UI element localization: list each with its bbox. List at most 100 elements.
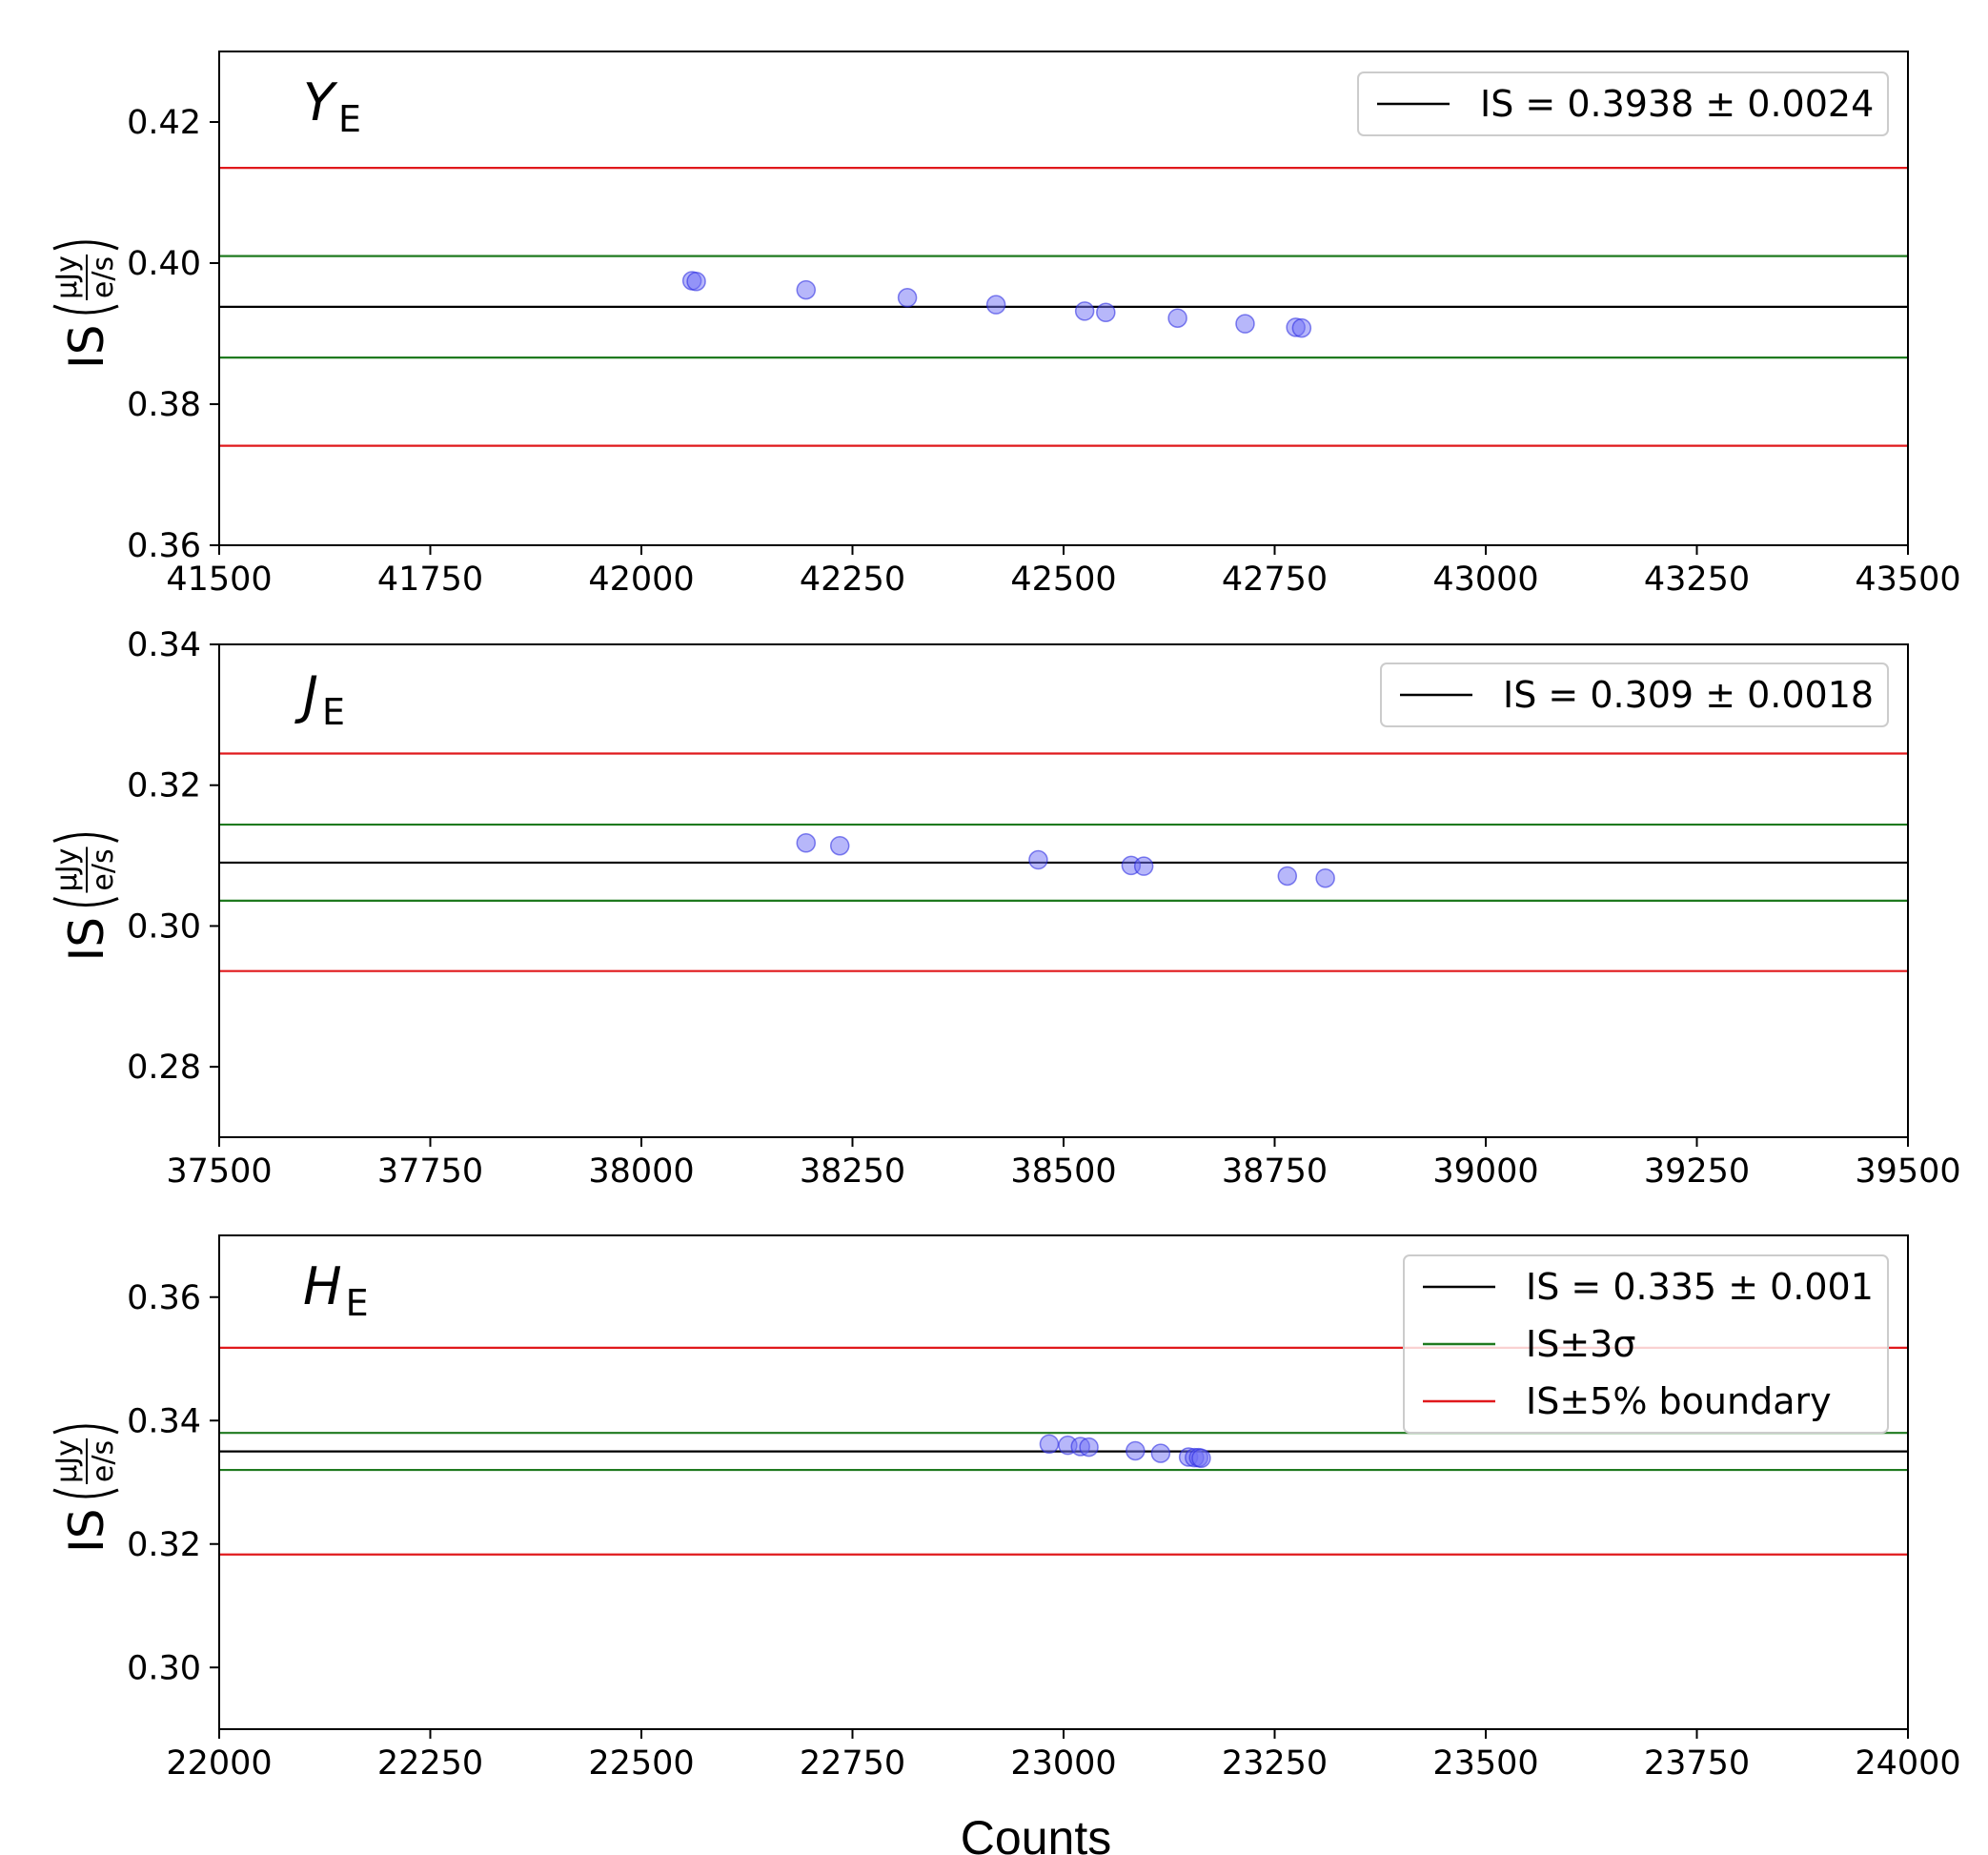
y-axis-label-prefix: IS bbox=[59, 325, 114, 369]
y-tick-label: 0.34 bbox=[127, 1402, 201, 1440]
x-tick-label: 23750 bbox=[1644, 1744, 1750, 1783]
x-tick-label: 39000 bbox=[1432, 1152, 1538, 1191]
panel-0: 41500 41750 42000 42250 42500 42750 43000 43250… bbox=[51, 51, 1961, 599]
legend: IS = 0.3938 ± 0.0024 bbox=[1357, 71, 1889, 136]
y-axis-label-prefix: IS bbox=[59, 1509, 114, 1553]
data-point bbox=[1315, 867, 1335, 888]
x-tick-label: 38250 bbox=[800, 1152, 905, 1191]
x-tick-label: 43000 bbox=[1432, 561, 1538, 599]
y-tick-label: 0.36 bbox=[127, 527, 201, 565]
paren-right bbox=[52, 240, 119, 251]
y-tick-label: 0.30 bbox=[127, 1649, 201, 1687]
data-point bbox=[686, 271, 706, 292]
x-tick-label: 22000 bbox=[166, 1744, 272, 1783]
data-point bbox=[796, 279, 817, 300]
legend-label: IS = 0.3938 ± 0.0024 bbox=[1480, 83, 1874, 125]
y-tick-label: 0.36 bbox=[127, 1279, 201, 1317]
x-tick-label: 23250 bbox=[1222, 1744, 1328, 1783]
panel-label-main: Y bbox=[303, 72, 338, 132]
panel-1: 37500 37750 38000 38250 38500 38750 39000 39250… bbox=[51, 626, 1961, 1191]
legend-label: IS = 0.309 ± 0.0018 bbox=[1503, 674, 1874, 716]
data-point bbox=[1074, 301, 1095, 321]
y-axis-label-numerator: μJy bbox=[51, 1439, 84, 1483]
data-point bbox=[1167, 308, 1187, 328]
data-point bbox=[829, 835, 850, 856]
y-tick-label: 0.38 bbox=[127, 386, 201, 424]
paren-left bbox=[52, 1488, 119, 1498]
y-tick-label: 0.28 bbox=[127, 1049, 201, 1087]
x-tick-label: 23500 bbox=[1432, 1744, 1538, 1783]
data-point bbox=[1096, 302, 1116, 323]
paren-left bbox=[52, 304, 119, 315]
panel-label-sub: E bbox=[338, 98, 361, 140]
y-axis-label: IS μJy e/s bbox=[51, 1424, 120, 1553]
data-point bbox=[897, 288, 918, 308]
x-tick-label: 43250 bbox=[1644, 561, 1750, 599]
y-tick-label: 0.34 bbox=[127, 626, 201, 664]
data-point bbox=[1291, 317, 1312, 338]
y-axis-label-numerator: μJy bbox=[51, 848, 84, 892]
legend-label: IS±3σ bbox=[1526, 1323, 1635, 1365]
legend: IS = 0.335 ± 0.001 IS±3σ IS±5% boundary bbox=[1403, 1254, 1889, 1434]
x-tick-label: 39500 bbox=[1855, 1152, 1960, 1191]
legend-label: IS±5% boundary bbox=[1526, 1380, 1832, 1422]
x-tick-label: 41750 bbox=[377, 561, 483, 599]
y-axis-label: IS μJy e/s bbox=[51, 240, 120, 369]
legend-box bbox=[1357, 71, 1889, 136]
x-axis-label: Counts bbox=[961, 1811, 1111, 1855]
x-tick-label: 39250 bbox=[1644, 1152, 1750, 1191]
y-tick-label: 0.32 bbox=[127, 1526, 201, 1564]
x-tick-label: 42750 bbox=[1222, 561, 1328, 599]
y-axis-label-denominator: e/s bbox=[87, 1440, 120, 1482]
x-tick-label: 24000 bbox=[1855, 1744, 1960, 1783]
legend-box bbox=[1403, 1254, 1889, 1434]
data-point bbox=[1150, 1443, 1171, 1463]
data-point bbox=[985, 295, 1006, 315]
x-tick-label: 22250 bbox=[377, 1744, 483, 1783]
x-tick-label: 23000 bbox=[1010, 1744, 1116, 1783]
y-axis-label: IS μJy e/s bbox=[51, 833, 120, 962]
data-point bbox=[1028, 849, 1048, 870]
x-tick-label: 37500 bbox=[166, 1152, 272, 1191]
data-point bbox=[1126, 1440, 1146, 1461]
data-point bbox=[1079, 1437, 1099, 1458]
x-tick-label: 42500 bbox=[1010, 561, 1116, 599]
data-point bbox=[1235, 314, 1255, 334]
x-tick-label: 42000 bbox=[588, 561, 694, 599]
y-axis-label-numerator: μJy bbox=[51, 255, 84, 299]
y-tick-label: 0.30 bbox=[127, 907, 201, 946]
data-point bbox=[1277, 866, 1298, 887]
x-tick-label: 38000 bbox=[588, 1152, 694, 1191]
x-tick-label: 42250 bbox=[800, 561, 905, 599]
legend-label: IS = 0.335 ± 0.001 bbox=[1526, 1266, 1874, 1308]
x-tick-label: 43500 bbox=[1855, 561, 1960, 599]
panel-label-sub: E bbox=[346, 1282, 369, 1324]
y-axis-label-denominator: e/s bbox=[87, 848, 120, 890]
legend-box bbox=[1380, 662, 1889, 727]
y-tick-label: 0.32 bbox=[127, 767, 201, 805]
paren-right bbox=[52, 1424, 119, 1435]
x-tick-label: 38500 bbox=[1010, 1152, 1116, 1191]
data-point bbox=[1133, 856, 1154, 876]
y-tick-label: 0.40 bbox=[127, 245, 201, 283]
x-tick-label: 37750 bbox=[377, 1152, 483, 1191]
panel-label-sub: E bbox=[322, 691, 345, 733]
x-tick-label: 38750 bbox=[1222, 1152, 1328, 1191]
panels: 41500 41750 42000 42250 42500 42750 43000 43250… bbox=[51, 51, 1961, 1783]
data-point bbox=[796, 833, 817, 853]
panel-2: 22000 22250 22500 22750 23000 23250 23500 23750… bbox=[51, 1234, 1961, 1783]
y-axis-label-prefix: IS bbox=[59, 917, 114, 961]
paren-right bbox=[52, 833, 119, 843]
data-point bbox=[1191, 1448, 1211, 1468]
panel-label-main: H bbox=[303, 1256, 342, 1316]
x-tick-label: 22750 bbox=[800, 1744, 905, 1783]
y-axis-label-denominator: e/s bbox=[87, 256, 120, 298]
x-tick-label: 22500 bbox=[588, 1744, 694, 1783]
y-tick-label: 0.42 bbox=[127, 104, 201, 142]
x-tick-label: 41500 bbox=[166, 561, 272, 599]
paren-left bbox=[52, 897, 119, 907]
